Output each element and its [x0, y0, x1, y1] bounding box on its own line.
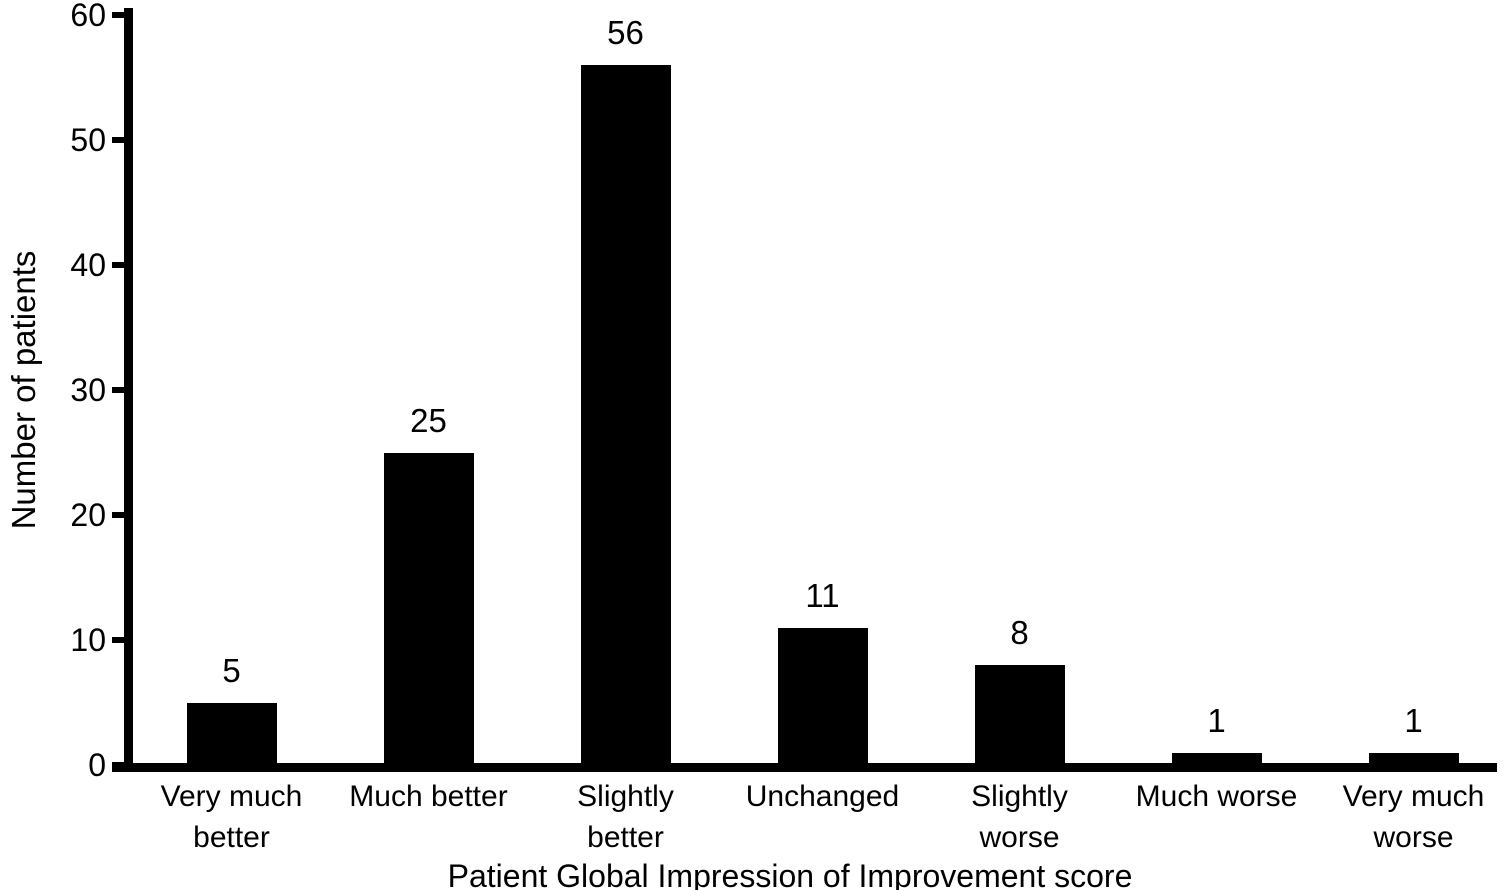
y-axis-line — [124, 8, 133, 771]
category-label-very-much-worse: Very much worse — [1304, 776, 1506, 858]
y-tick-label-0: 0 — [88, 747, 106, 783]
category-label-line: worse — [1373, 821, 1454, 854]
category-label-much-better: Much better — [319, 776, 539, 817]
bar-very-much-worse — [1368, 752, 1459, 765]
y-tick-0 — [112, 762, 124, 768]
bar-value-very-much-better: 5 — [222, 651, 241, 689]
category-label-line: Very much — [160, 780, 303, 813]
bar-very-much-better — [186, 702, 277, 765]
y-tick-20 — [112, 512, 124, 518]
category-label-line: Slightly — [971, 780, 1068, 813]
category-label-very-much-better: Very much better — [122, 776, 342, 858]
bar-value-unchanged: 11 — [805, 576, 840, 614]
category-label-slightly-worse: Slightly worse — [910, 776, 1130, 858]
bar-value-slightly-better: 56 — [607, 14, 644, 51]
category-label-line: better — [587, 821, 664, 854]
bar-much-worse — [1171, 752, 1262, 765]
bar-slightly-better — [580, 65, 671, 765]
bar-value-much-worse: 1 — [1207, 701, 1226, 739]
y-tick-40 — [112, 262, 124, 268]
y-tick-label-60: 60 — [70, 0, 106, 33]
category-label-line: Slightly — [577, 780, 674, 813]
category-label-line: worse — [979, 821, 1060, 854]
y-tick-label-50: 50 — [70, 122, 106, 158]
category-label-much-worse: Much worse — [1107, 776, 1327, 817]
category-label-line: Unchanged — [745, 780, 900, 813]
y-tick-label-10: 10 — [70, 622, 106, 658]
bar-slightly-worse — [974, 665, 1065, 765]
bar-unchanged — [777, 627, 868, 765]
y-tick-10 — [112, 637, 124, 643]
y-tick-60 — [112, 12, 124, 18]
bar-value-much-better: 25 — [410, 401, 447, 439]
category-label-line: Very much — [1342, 780, 1485, 813]
category-label-line: Much worse — [1135, 780, 1298, 813]
x-axis-title: Patient Global Impression of Improvement… — [447, 858, 1133, 890]
y-tick-label-20: 20 — [70, 497, 106, 533]
y-tick-label-30: 30 — [70, 372, 106, 408]
y-tick-label-40: 40 — [70, 247, 106, 283]
category-label-slightly-better: Slightly better — [516, 776, 736, 858]
y-tick-50 — [112, 137, 124, 143]
x-axis-line — [112, 763, 1497, 772]
category-label-unchanged: Unchanged — [713, 776, 933, 817]
bar-value-very-much-worse: 1 — [1404, 701, 1423, 739]
bar-much-better — [383, 452, 474, 765]
bar-value-slightly-worse: 8 — [1010, 614, 1029, 651]
category-label-line: Much better — [349, 780, 508, 813]
y-tick-30 — [112, 387, 124, 393]
category-label-line: better — [193, 821, 270, 854]
